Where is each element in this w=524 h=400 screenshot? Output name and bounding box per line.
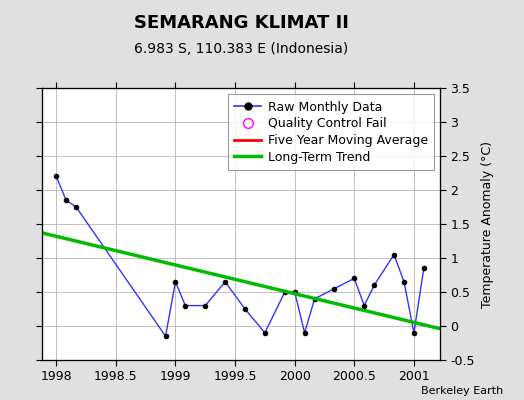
Text: 6.983 S, 110.383 E (Indonesia): 6.983 S, 110.383 E (Indonesia) <box>134 42 348 56</box>
Legend: Raw Monthly Data, Quality Control Fail, Five Year Moving Average, Long-Term Tren: Raw Monthly Data, Quality Control Fail, … <box>227 94 434 170</box>
Text: SEMARANG KLIMAT II: SEMARANG KLIMAT II <box>134 14 348 32</box>
Text: Berkeley Earth: Berkeley Earth <box>421 386 503 396</box>
Y-axis label: Temperature Anomaly (°C): Temperature Anomaly (°C) <box>481 140 494 308</box>
